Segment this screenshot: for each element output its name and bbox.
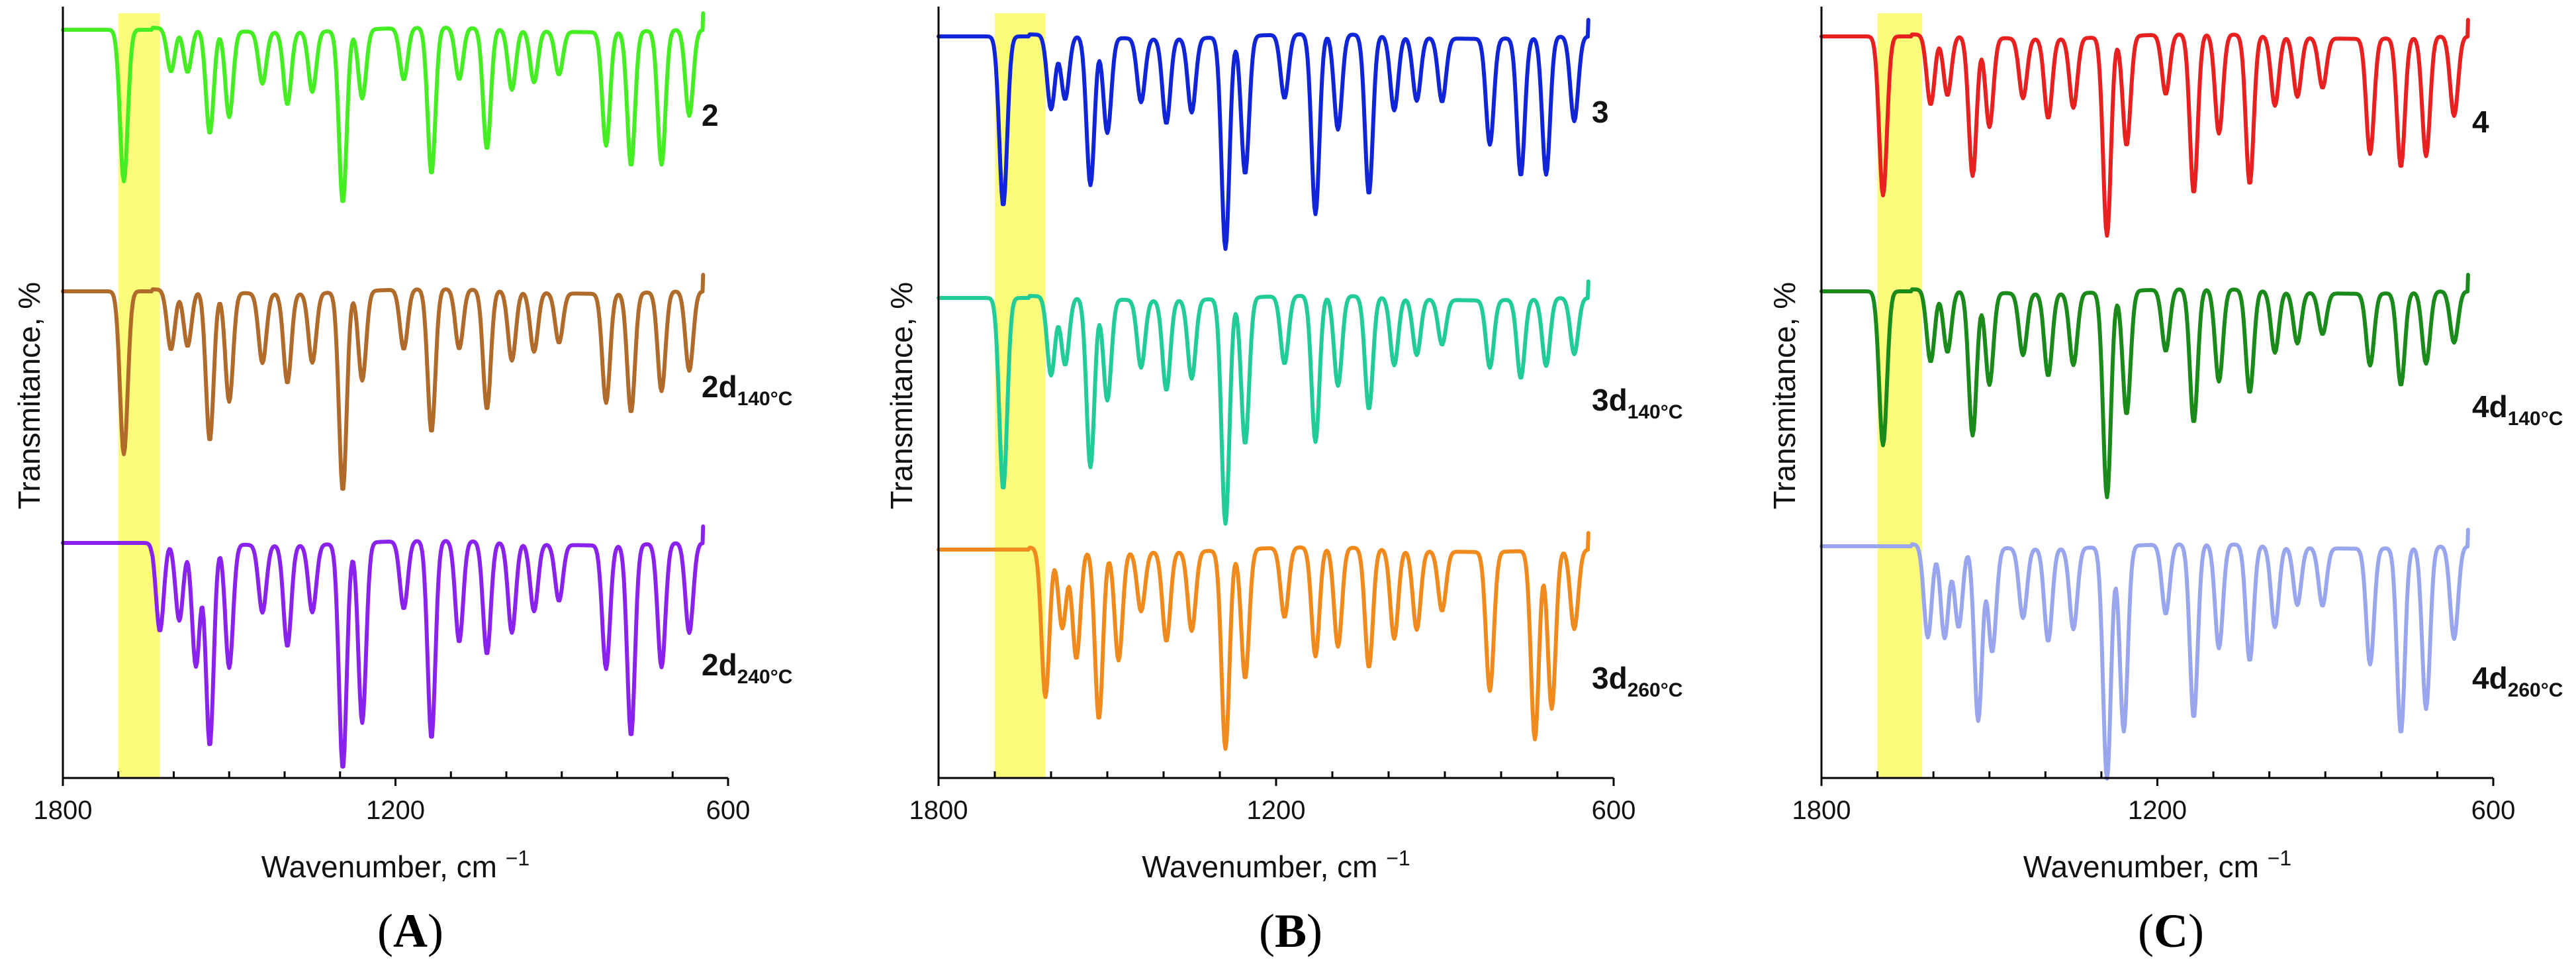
y-axis-title: Transmitance, %	[12, 282, 46, 509]
series-label-main: 3	[1592, 95, 1609, 129]
series-label-main: 4d	[2472, 661, 2508, 695]
series-label: 4d260°C	[2472, 661, 2563, 701]
series-label: 2d240°C	[702, 648, 792, 688]
series-label-sub: 240°C	[737, 666, 793, 688]
series-line-a-2	[61, 273, 706, 491]
series-line-a-3	[61, 524, 706, 769]
x-tick-label: 600	[706, 796, 751, 825]
series-label-sub: 140°C	[2508, 408, 2563, 430]
series-line-c-1	[1819, 18, 2470, 238]
series-label-main: 4d	[2472, 389, 2508, 424]
series-line-b-2	[937, 279, 1590, 526]
series-label: 3	[1592, 95, 1609, 129]
x-axis-title: Wavenumber, cm −1	[261, 846, 529, 884]
series-line-c-2	[1819, 273, 2470, 499]
x-tick-label: 1200	[366, 796, 425, 825]
series-label: 3d260°C	[1592, 661, 1682, 701]
highlight-band	[118, 13, 160, 778]
x-axis-title: Wavenumber, cm −1	[2023, 846, 2291, 884]
x-tick-label: 1800	[34, 796, 93, 825]
series-label-sub: 140°C	[737, 388, 793, 410]
highlight-band	[1877, 13, 1923, 778]
x-tick-label: 1800	[1792, 796, 1851, 825]
series-label: 4d140°C	[2472, 389, 2563, 430]
series-label: 2d140°C	[702, 369, 792, 410]
series-label: 3d140°C	[1592, 383, 1682, 423]
series-line-b-3	[937, 531, 1590, 751]
series-label-sub: 260°C	[2508, 679, 2563, 701]
x-tick-label: 600	[2471, 796, 2516, 825]
highlight-band	[995, 13, 1046, 778]
series-label-main: 2	[702, 98, 719, 132]
x-tick-label: 1200	[2128, 796, 2187, 825]
series-label-main: 2d	[702, 369, 737, 404]
series-label-sub: 140°C	[1628, 401, 1683, 423]
series-label-sub: 260°C	[1628, 679, 1683, 701]
y-axis-title: Transmitance, %	[884, 282, 919, 509]
panel-label: (A)	[377, 904, 443, 957]
series-label-main: 3d	[1592, 383, 1628, 417]
x-tick-label: 600	[1592, 796, 1636, 825]
series-line-c-3	[1819, 528, 2470, 781]
series-label-main: 4	[2472, 105, 2489, 139]
series-label-main: 3d	[1592, 661, 1628, 695]
panel-label: (B)	[1259, 904, 1322, 957]
series-label-main: 2d	[702, 648, 737, 682]
series-label: 4	[2472, 105, 2489, 139]
series-label: 2	[702, 98, 719, 132]
y-axis-title: Transmitance, %	[1767, 282, 1802, 509]
series-line-b-1	[937, 18, 1590, 251]
series-line-a-1	[61, 11, 706, 203]
x-axis-title: Wavenumber, cm −1	[1142, 846, 1410, 884]
panel-label: (C)	[2138, 904, 2204, 957]
x-tick-label: 1800	[909, 796, 968, 825]
x-tick-label: 1200	[1247, 796, 1306, 825]
